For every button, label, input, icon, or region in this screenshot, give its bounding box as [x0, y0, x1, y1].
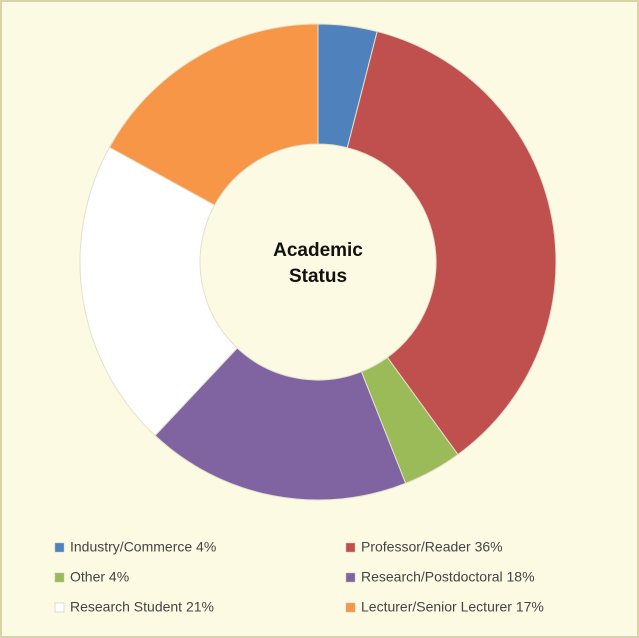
legend-swatch — [345, 572, 356, 583]
donut-slice — [108, 23, 319, 206]
legend-label: Research/Postdoctoral 18% — [361, 569, 535, 585]
legend-label: Research Student 21% — [70, 599, 214, 615]
donut-slice — [154, 347, 407, 501]
legend-swatch — [345, 542, 356, 553]
donut-slice — [346, 30, 557, 456]
legend-swatch — [54, 602, 65, 613]
legend-swatch — [54, 572, 65, 583]
donut-slice — [79, 146, 238, 437]
legend-label: Lecturer/Senior Lecturer 17% — [361, 599, 544, 615]
chart-title: Academic Status — [273, 240, 363, 287]
legend-label: Industry/Commerce 4% — [70, 539, 216, 555]
legend-swatch — [54, 542, 65, 553]
legend-swatch — [345, 602, 356, 613]
legend-label: Professor/Reader 36% — [361, 539, 503, 555]
legend-label: Other 4% — [70, 569, 129, 585]
